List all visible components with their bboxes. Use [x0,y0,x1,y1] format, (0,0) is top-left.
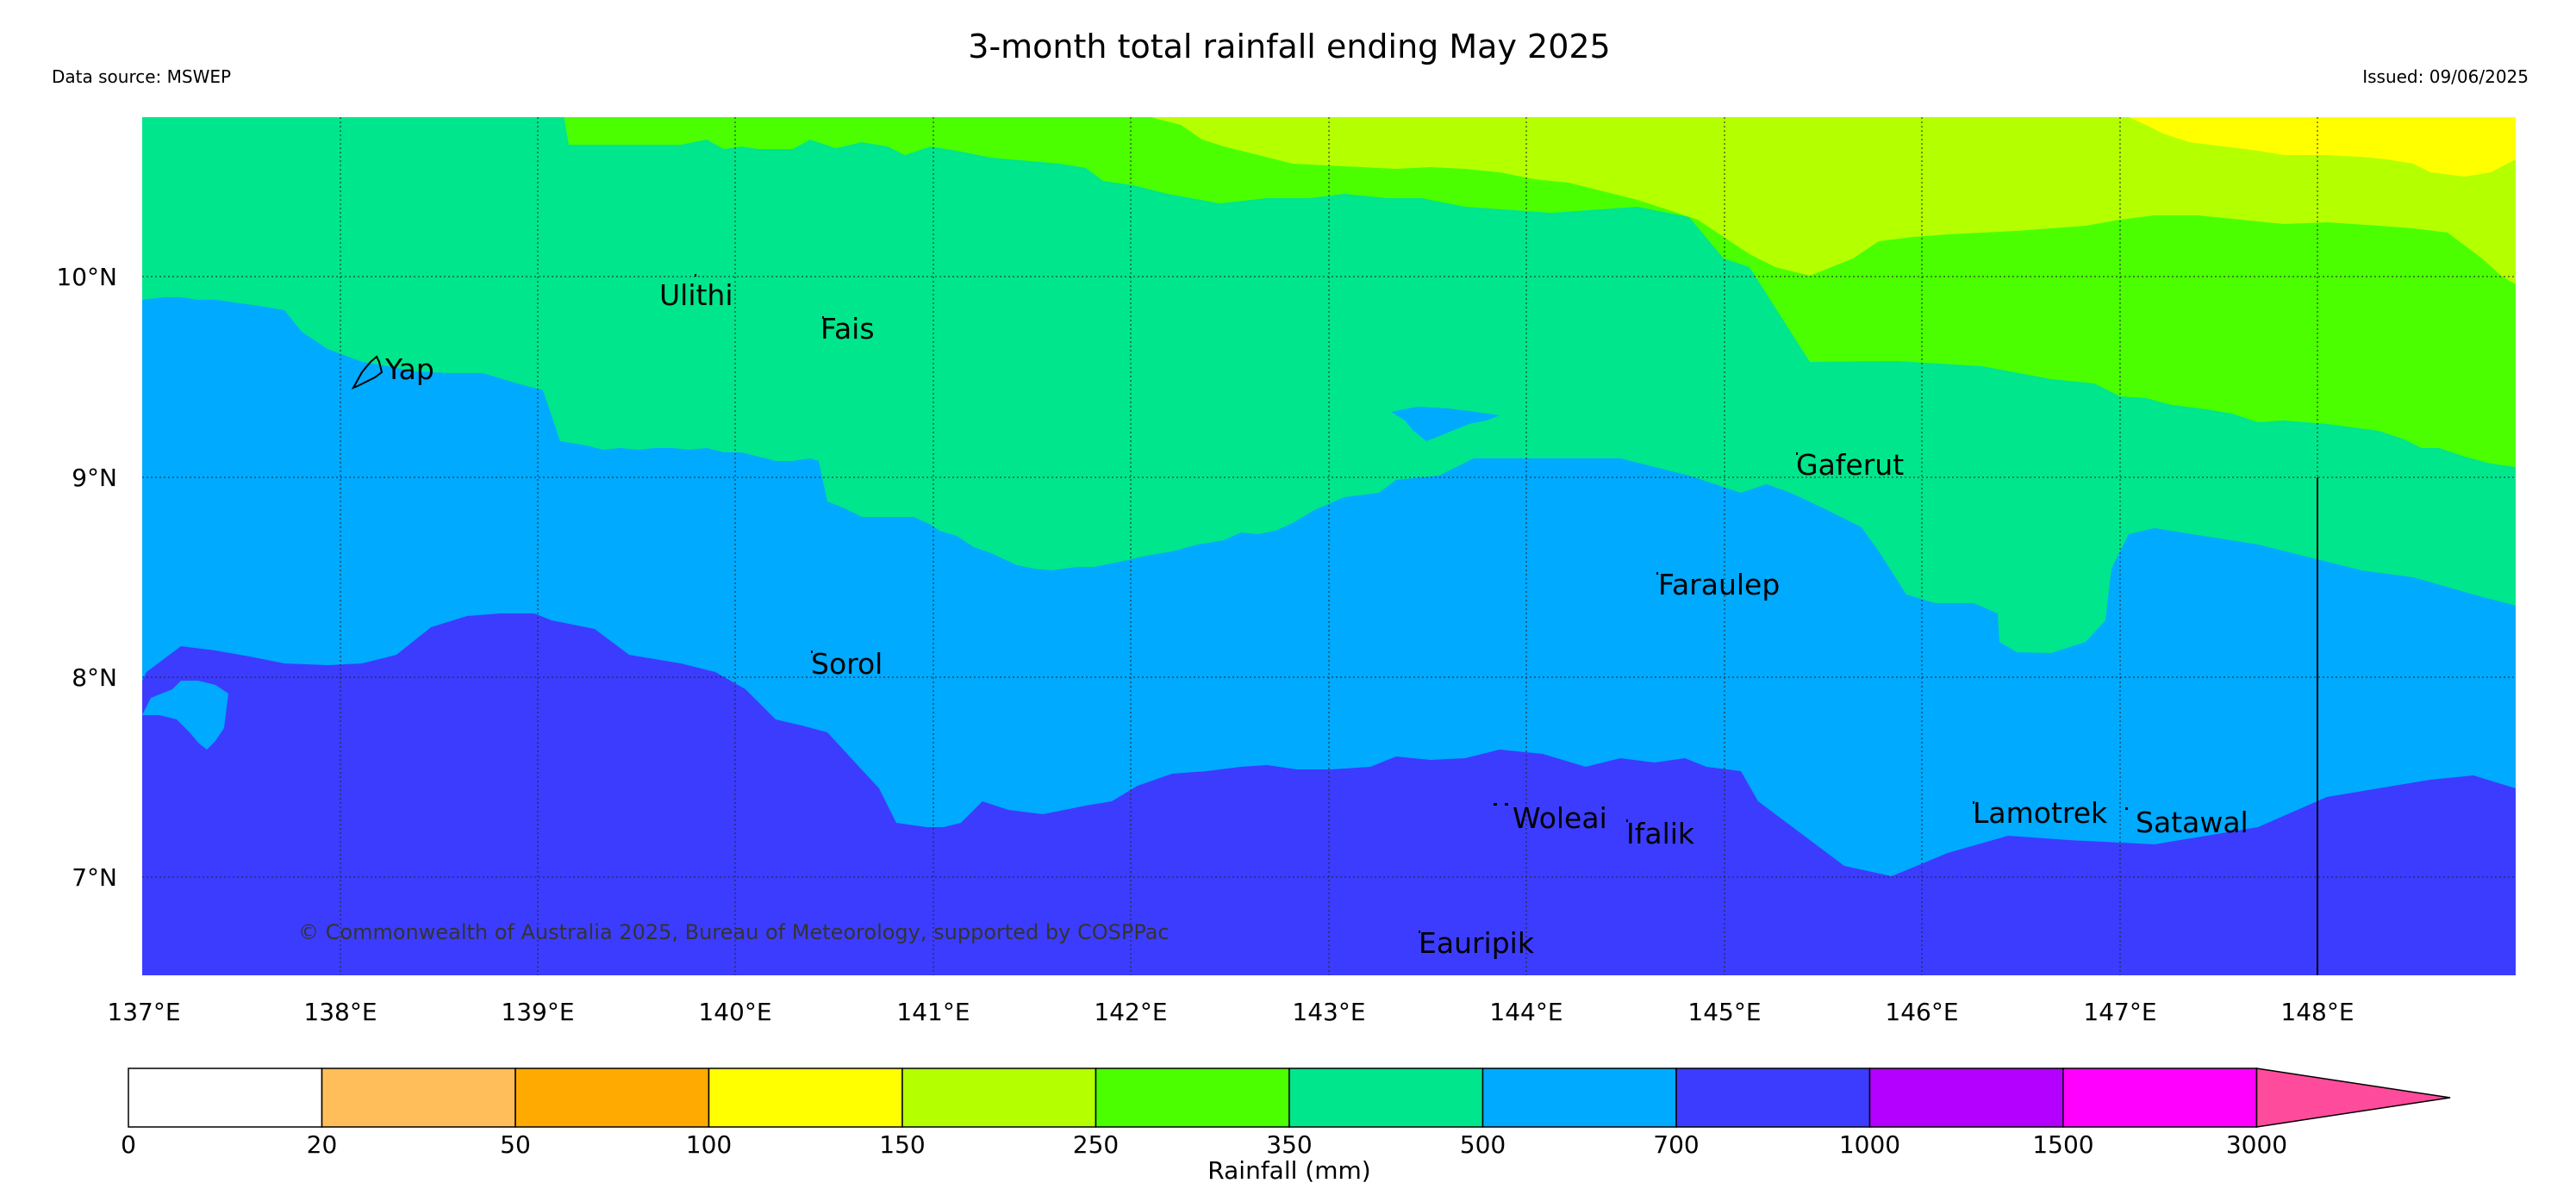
colorbar-tick-label: 3000 [2226,1130,2287,1159]
lon-label-139e: 139°E [501,998,574,1026]
colorbar-tick-label: 50 [500,1130,531,1159]
band-500-700-patch [1391,407,1500,441]
colorbar-segment-50-100 [515,1068,710,1128]
lon-label-137e: 137°E [107,998,180,1026]
issued-date-label: Issued: 09/06/2025 [2362,66,2529,87]
colorbar-tick-label: 1000 [1839,1130,1900,1159]
lon-label-148e: 148°E [2280,998,2354,1026]
lat-label-9n: 9°N [72,464,117,492]
place-label-eauripik: Eauripik [1419,926,1535,960]
colorbar-segment-500-700 [1481,1068,1677,1128]
place-label-sorol: Sorol [811,647,883,681]
colorbar-segment-150-250 [901,1068,1097,1128]
band-350-500-west-inlet [409,117,427,157]
longitude-tick-labels: 137°E 138°E 139°E 140°E 141°E 142°E 143°… [107,998,2354,1026]
band-150-250 [1151,117,2516,284]
colorbar-extension-arrow [2255,1068,2451,1128]
place-labels: Ulithi Fais Yap Gaferut Faraulep Sorol W… [384,278,2249,960]
data-source-label: Data source: MSWEP [52,66,231,87]
lat-label-8n: 8°N [72,663,117,692]
lon-label-143e: 143°E [1292,998,1365,1026]
colorbar-tick-label: 250 [1073,1130,1119,1159]
colorbar-segment-700-1000 [1675,1068,1871,1128]
lon-label-146e: 146°E [1885,998,1958,1026]
colorbar-tick-label: 350 [1266,1130,1312,1159]
colorbar-tick-label: 20 [307,1130,338,1159]
colorbar-tick-label: 0 [121,1130,136,1159]
colorbar-segment-1500-3000 [2062,1068,2258,1128]
place-label-lamotrek: Lamotrek [1973,796,2108,830]
colorbar-segment-1000-1500 [1868,1068,2064,1128]
place-label-fais: Fais [820,312,875,345]
colorbar-segment-20-50 [321,1068,516,1128]
lat-label-10n: 10°N [56,263,117,291]
colorbar-tick-label: 1500 [2032,1130,2093,1159]
place-label-yap: Yap [384,352,434,386]
colorbar-segment-250-350 [1095,1068,1290,1128]
lon-label-145e: 145°E [1687,998,1761,1026]
colorbar: 0 20 50 100 150 250 350 500 700 1000 1500 3000 Rain… [121,1068,2451,1185]
lon-label-147e: 147°E [2083,998,2156,1026]
graticule [142,117,2516,975]
band-100-150 [2129,117,2516,177]
colorbar-segment-100-150 [708,1068,903,1128]
island-markers [695,274,2128,933]
lat-label-7n: 7°N [72,863,117,892]
lon-label-142e: 142°E [1094,998,1167,1026]
colorbar-tick-label: 100 [686,1130,732,1159]
lon-label-140e: 140°E [698,998,771,1026]
colorbar-tick-label: 500 [1460,1130,1506,1159]
map-title: 3-month total rainfall ending May 2025 [968,28,1610,65]
lon-label-138e: 138°E [303,998,377,1026]
colorbar-tick-label: 150 [879,1130,925,1159]
place-label-ulithi: Ulithi [659,278,733,312]
place-label-satawal: Satawal [2136,806,2249,839]
place-label-faraulep: Faraulep [1658,568,1780,601]
lon-label-141e: 141°E [896,998,970,1026]
colorbar-tick-label: 700 [1653,1130,1699,1159]
yap-island-outline [351,355,384,389]
place-label-woleai: Woleai [1513,801,1607,835]
place-label-ifalik: Ifalik [1626,817,1695,850]
copyright-notice: © Commonwealth of Australia 2025, Bureau… [298,920,1169,944]
band-500-700-small [345,117,379,153]
lon-label-144e: 144°E [1489,998,1562,1026]
colorbar-segment-0-20 [128,1068,323,1128]
band-500-700-patch-west [142,681,228,750]
colorbar-title: Rainfall (mm) [1207,1156,1370,1185]
latitude-tick-labels: 10°N 9°N 8°N 7°N [56,263,117,892]
place-label-gaferut: Gaferut [1796,448,1904,482]
colorbar-segment-350-500 [1288,1068,1484,1128]
